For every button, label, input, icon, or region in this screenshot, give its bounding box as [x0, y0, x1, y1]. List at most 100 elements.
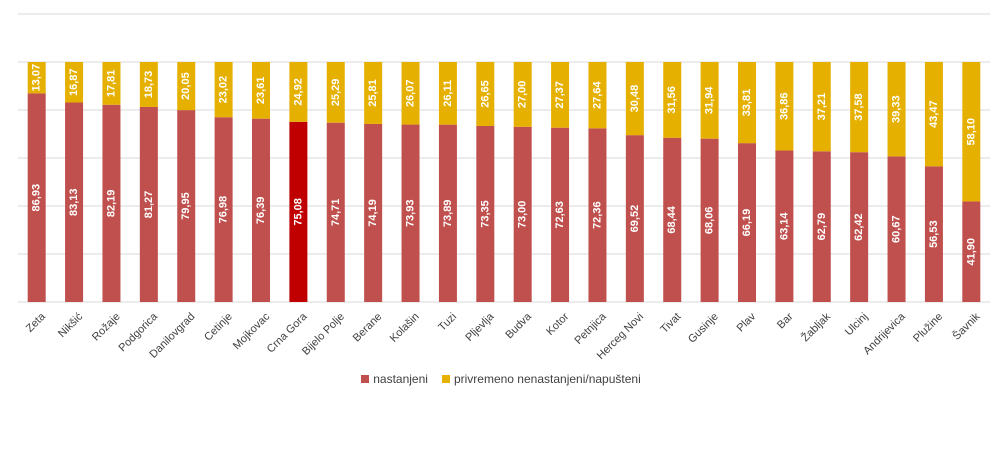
- data-label: 33,81: [741, 89, 753, 117]
- data-label: 73,00: [517, 201, 529, 229]
- data-label: 62,79: [816, 213, 828, 241]
- bar-privremeno: [326, 62, 345, 123]
- bar-privremeno: [27, 62, 46, 94]
- data-label: 25,81: [367, 79, 379, 107]
- data-label: 43,47: [928, 100, 940, 128]
- data-label: 62,42: [853, 213, 865, 241]
- category-label: Rožaje: [90, 311, 123, 344]
- bar-nastanjeni: [252, 118, 270, 302]
- data-label: 74,71: [330, 199, 342, 227]
- gridlines: [18, 13, 990, 303]
- data-label: 36,86: [778, 92, 790, 120]
- category-label: Zeta: [24, 310, 49, 335]
- category-label: Petnjica: [573, 310, 610, 347]
- bar-nastanjeni: [924, 166, 943, 302]
- data-label: 72,63: [554, 201, 566, 229]
- category-label: Bar: [775, 310, 796, 331]
- data-label: 37,58: [853, 93, 865, 121]
- data-label: 27,00: [517, 81, 529, 109]
- bar-nastanjeni: [65, 102, 84, 302]
- data-label: 23,61: [255, 77, 267, 105]
- data-label: 31,94: [704, 86, 716, 114]
- data-label: 17,81: [105, 70, 117, 98]
- category-label: Tuzi: [436, 311, 459, 334]
- data-label: 13,07: [31, 64, 43, 92]
- bar-nastanjeni: [326, 122, 345, 302]
- bar-nastanjeni: [663, 137, 682, 302]
- data-label: 79,95: [180, 192, 192, 220]
- bar-nastanjeni: [850, 152, 869, 302]
- category-label: Ulcinj: [843, 311, 871, 339]
- data-label: 23,02: [218, 76, 230, 104]
- bar-privremeno: [252, 62, 270, 119]
- bar-privremeno: [887, 62, 906, 157]
- data-label: 31,56: [666, 86, 678, 114]
- bar-privremeno: [289, 62, 308, 122]
- data-label: 73,35: [479, 200, 491, 228]
- bar-privremeno: [139, 62, 158, 107]
- data-label: 56,53: [928, 220, 940, 248]
- bar-nastanjeni: [812, 151, 831, 302]
- data-label: 74,19: [367, 199, 379, 227]
- category-label: Plav: [735, 310, 759, 334]
- legend-item-privremeno: privremeno nenastanjeni/napušteni: [441, 372, 641, 386]
- data-label: 25,29: [330, 79, 342, 107]
- bar-privremeno: [65, 62, 84, 103]
- bar-nastanjeni: [476, 125, 495, 303]
- data-label: 39,33: [891, 95, 903, 123]
- category-label: Žabljak: [799, 310, 834, 345]
- data-label: 41,90: [965, 238, 977, 266]
- bar-nastanjeni: [588, 128, 607, 302]
- bar-privremeno: [551, 62, 570, 128]
- data-label: 73,93: [405, 200, 417, 228]
- bar-nastanjeni: [438, 124, 457, 302]
- bar-privremeno: [962, 62, 981, 202]
- category-label: Kotor: [544, 310, 571, 337]
- data-label: 69,52: [629, 205, 641, 233]
- bar-privremeno: [738, 62, 756, 144]
- bar-nastanjeni: [738, 143, 756, 302]
- data-label: 18,73: [143, 71, 155, 99]
- legend-label: privremeno nenastanjeni/napušteni: [453, 372, 641, 386]
- data-label: 58,10: [965, 118, 977, 146]
- category-label: Nikšić: [56, 310, 86, 340]
- data-label: 26,07: [405, 80, 417, 108]
- data-label: 68,06: [704, 207, 716, 235]
- bar-nastanjeni: [551, 127, 570, 302]
- bar-nastanjeni: [214, 117, 233, 302]
- bar-privremeno: [401, 62, 420, 125]
- category-label: Pljevlja: [463, 310, 497, 344]
- data-label: 24,92: [292, 78, 304, 106]
- bar-nastanjeni: [177, 110, 196, 303]
- data-label: 26,11: [442, 80, 454, 107]
- bar-privremeno: [513, 62, 532, 127]
- bar-nastanjeni: [625, 135, 644, 302]
- data-label: 73,89: [442, 200, 454, 228]
- category-label: Plužine: [911, 311, 945, 345]
- bar-privremeno: [364, 62, 383, 124]
- data-label: 60,67: [891, 215, 903, 243]
- category-label: Budva: [503, 310, 534, 341]
- data-label: 26,65: [479, 80, 491, 108]
- bar-nastanjeni: [700, 138, 719, 302]
- bar-nastanjeni: [775, 150, 794, 302]
- bar-privremeno: [850, 62, 869, 153]
- bar-nastanjeni: [102, 104, 121, 302]
- legend-swatch: [441, 375, 450, 383]
- data-label: 76,98: [218, 196, 230, 224]
- category-label: Gusinje: [686, 311, 721, 346]
- data-label: 27,37: [554, 81, 566, 109]
- bar-privremeno: [438, 62, 457, 125]
- data-label: 72,36: [591, 201, 603, 229]
- data-label: 63,14: [778, 212, 790, 240]
- bar-privremeno: [588, 62, 607, 129]
- data-label: 30,48: [629, 85, 641, 113]
- legend-item-nastanjeni: nastanjeni: [361, 372, 428, 386]
- category-label: Cetinje: [202, 311, 235, 344]
- bar-nastanjeni: [887, 156, 906, 302]
- data-label: 37,21: [816, 93, 828, 121]
- category-label: Tivat: [658, 311, 683, 336]
- bar-nastanjeni: [513, 126, 532, 302]
- legend-swatch: [361, 375, 370, 383]
